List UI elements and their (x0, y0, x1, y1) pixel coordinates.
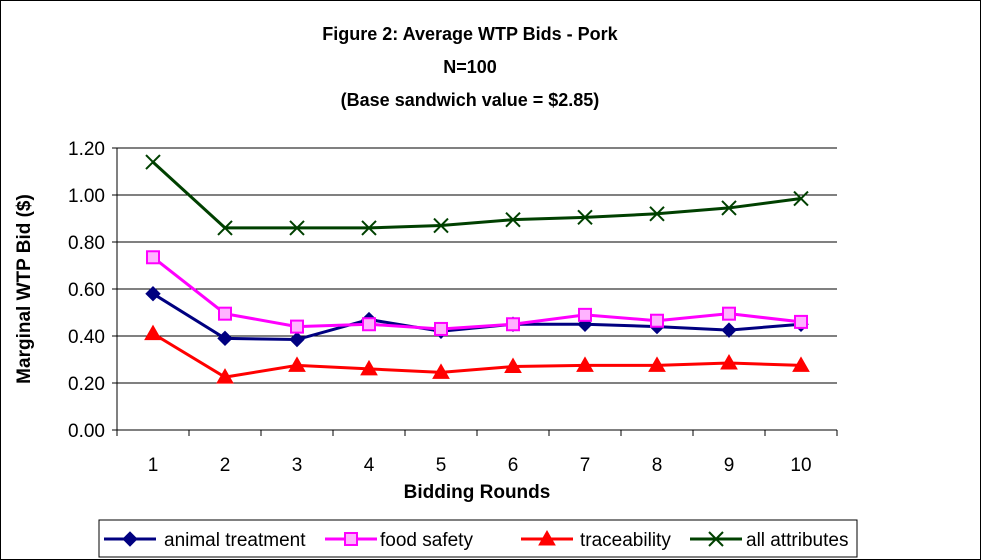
data-point-animal-treatment (145, 285, 161, 302)
data-point-food-safety (722, 306, 736, 321)
data-point-food-safety (578, 307, 592, 322)
series-line-food-safety (152, 256, 802, 331)
data-point-all-attributes (505, 211, 521, 228)
data-point-all-attributes (721, 200, 737, 216)
data-point-traceability (648, 356, 666, 372)
data-point-all-attributes (145, 154, 161, 170)
data-point-food-safety (362, 317, 376, 332)
data-point-food-safety (434, 321, 448, 336)
data-point-all-attributes (433, 217, 449, 234)
data-point-animal-treatment (217, 330, 233, 347)
chart-title-line-1: Figure 2: Average WTP Bids - Pork (322, 24, 618, 44)
data-point-all-attributes (577, 209, 593, 226)
x-tick-label: 2 (220, 455, 231, 476)
data-point-all-attributes (649, 206, 665, 222)
x-axis-title: Bidding Rounds (404, 482, 551, 503)
series-lines (144, 154, 810, 384)
data-point-animal-treatment (721, 322, 737, 338)
series-line-all-attributes (151, 160, 802, 230)
legend-label: food safety (380, 530, 473, 551)
data-point-food-safety (218, 306, 232, 321)
data-point-food-safety (650, 313, 664, 328)
series-all-attributes (145, 154, 809, 236)
data-point-traceability (144, 324, 162, 341)
data-point-food-safety (506, 317, 520, 332)
y-tick-label: 1.20 (68, 139, 105, 160)
legend-label: animal treatment (164, 530, 306, 551)
series-traceability (144, 324, 810, 384)
legend-item-all-attributes: all attributes (690, 530, 848, 551)
legend: animal treatment food safety traceability a… (98, 519, 858, 558)
y-tick-label: 0.40 (68, 327, 105, 348)
data-point-all-attributes (217, 220, 233, 236)
x-tick-label: 8 (652, 455, 663, 476)
x-tick-label: 5 (436, 455, 447, 476)
data-point-traceability (792, 356, 810, 372)
y-axis-title: Marginal WTP Bid ($) (14, 194, 35, 384)
chart-title-line-2: N=100 (443, 57, 497, 77)
x-tick-labels: 1 2 3 4 5 6 7 8 9 10 (148, 455, 812, 476)
legend-item-animal-treatment: animal treatment (104, 530, 306, 551)
y-tick-label: 0.20 (68, 374, 105, 395)
y-tick-label: 0.60 (68, 280, 105, 301)
gridlines (117, 147, 837, 384)
x-tick-label: 7 (580, 455, 591, 476)
data-point-traceability (504, 357, 522, 374)
x-tick-label: 1 (148, 455, 159, 476)
data-point-food-safety (794, 314, 808, 329)
y-tick-label: 0.00 (68, 421, 105, 442)
legend-marker-animal-treatment (122, 531, 138, 547)
legend-label: traceability (580, 530, 671, 551)
data-point-animal-treatment (289, 331, 305, 348)
y-tick-label: 0.80 (68, 233, 105, 254)
data-point-traceability (216, 368, 234, 384)
y-tick-labels: 0.00 0.20 0.40 0.60 0.80 1.00 1.20 (68, 139, 105, 442)
chart-title: Figure 2: Average WTP Bids - Pork N=100 … (322, 24, 618, 110)
data-point-traceability (432, 363, 450, 379)
data-point-food-safety (290, 319, 304, 334)
legend-item-traceability: traceability (521, 529, 671, 551)
legend-marker-food-safety (344, 532, 358, 546)
data-point-traceability (288, 356, 306, 372)
series-line-traceability (152, 332, 802, 379)
series-food-safety (146, 250, 808, 336)
x-tick-label: 3 (292, 455, 303, 476)
x-tick-label: 4 (364, 455, 375, 476)
data-point-food-safety (146, 250, 160, 265)
y-tick-label: 1.00 (68, 186, 105, 207)
data-point-all-attributes (289, 220, 305, 236)
data-point-all-attributes (793, 190, 809, 207)
legend-marker-all-attributes (708, 531, 724, 547)
x-tick-label: 9 (724, 455, 735, 476)
data-point-traceability (360, 359, 378, 376)
chart-title-line-3: (Base sandwich value = $2.85) (341, 90, 600, 110)
legend-marker-traceability (538, 529, 556, 546)
x-tick-label: 6 (508, 455, 519, 476)
data-point-traceability (576, 356, 594, 372)
data-point-traceability (720, 354, 738, 370)
data-point-all-attributes (361, 220, 377, 236)
legend-item-food-safety: food safety (325, 530, 473, 551)
axes (112, 147, 838, 436)
legend-label: all attributes (746, 530, 848, 551)
x-tick-label: 10 (790, 455, 811, 476)
